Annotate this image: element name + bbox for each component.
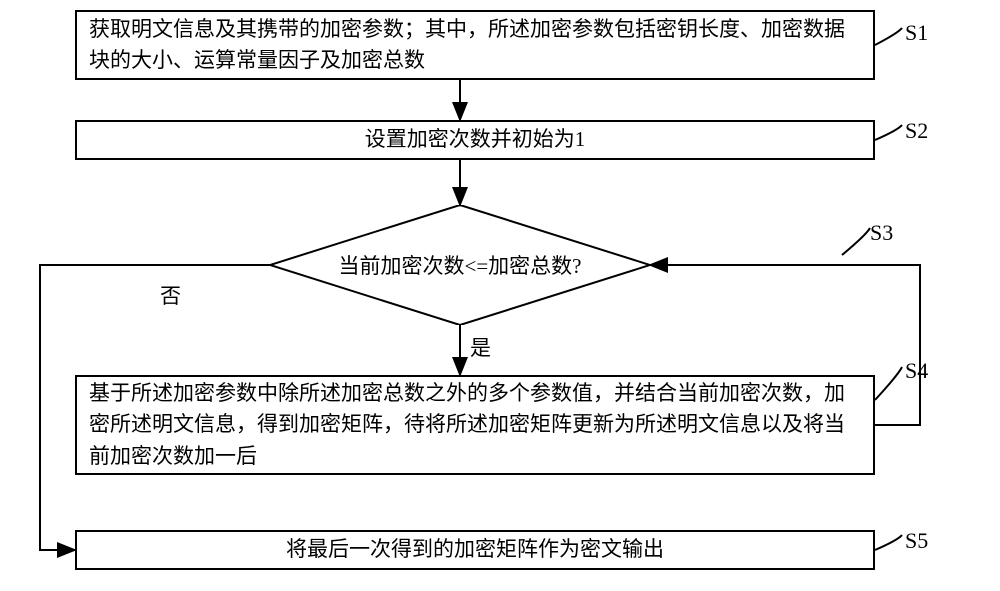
label-no: 否 — [160, 280, 181, 310]
connector-curve-0 — [875, 28, 902, 45]
step-s4-box: 基于所述加密参数中除所述加密总数之外的多个参数值，并结合当前加密次数，加密所述明… — [75, 375, 875, 475]
step-s3-text: 当前加密次数<=加密总数? — [338, 250, 581, 280]
flowchart-canvas: 获取明文信息及其携带的加密参数；其中，所述加密参数包括密钥长度、加密数据块的大小… — [0, 0, 1000, 591]
connector-curve-3 — [875, 367, 902, 400]
label-s1: S1 — [905, 20, 928, 46]
label-s2: S2 — [905, 118, 928, 144]
step-s2-box: 设置加密次数并初始为1 — [75, 120, 875, 160]
connector-curve-1 — [875, 125, 902, 140]
step-s1-box: 获取明文信息及其携带的加密参数；其中，所述加密参数包括密钥长度、加密数据块的大小… — [75, 10, 875, 80]
step-s5-text: 将最后一次得到的加密矩阵作为密文输出 — [286, 534, 664, 566]
step-s1-text: 获取明文信息及其携带的加密参数；其中，所述加密参数包括密钥长度、加密数据块的大小… — [89, 14, 861, 77]
label-yes: 是 — [470, 332, 491, 362]
label-s3: S3 — [870, 220, 893, 246]
label-s5: S5 — [905, 528, 928, 554]
label-s4: S4 — [905, 358, 928, 384]
connector-curve-4 — [875, 535, 902, 550]
step-s4-text: 基于所述加密参数中除所述加密总数之外的多个参数值，并结合当前加密次数，加密所述明… — [89, 378, 861, 473]
connector-curve-2 — [842, 228, 870, 255]
step-s3-decision: 当前加密次数<=加密总数? — [270, 205, 650, 325]
step-s2-text: 设置加密次数并初始为1 — [365, 124, 586, 156]
step-s5-box: 将最后一次得到的加密矩阵作为密文输出 — [75, 530, 875, 570]
